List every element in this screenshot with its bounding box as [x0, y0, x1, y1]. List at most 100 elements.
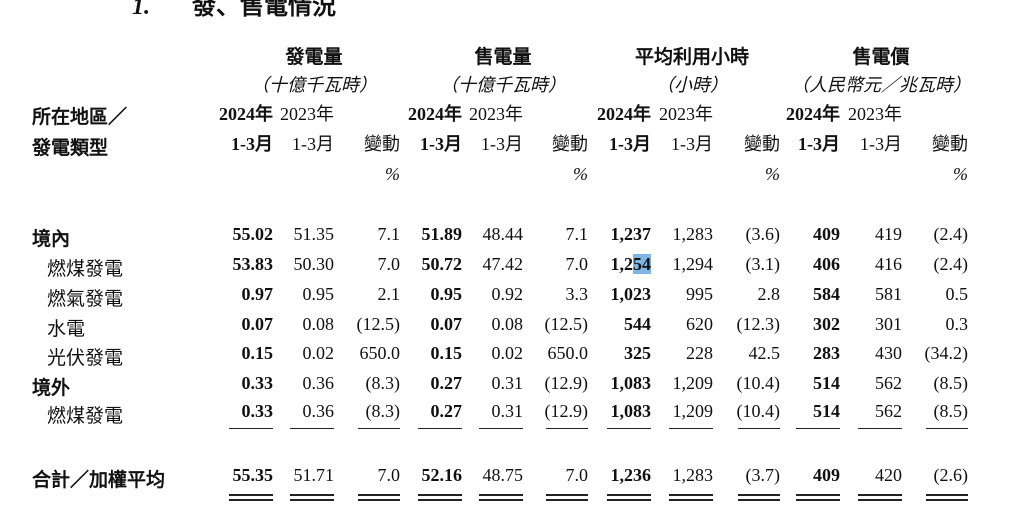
- table-cell: 2.1: [377, 284, 401, 304]
- column-group-unit: （十億千瓦時）: [440, 75, 566, 95]
- table-cell: (3.6): [745, 224, 781, 244]
- table-cell: 0.31: [491, 401, 524, 421]
- table-cell: 514: [813, 401, 840, 421]
- table-cell: 51.35: [293, 224, 335, 244]
- subtotal-rule: [358, 428, 400, 429]
- table-cell: 55.02: [232, 224, 274, 244]
- row-header-line2: 發電類型: [32, 138, 109, 159]
- table-cell: 0.08: [302, 314, 335, 334]
- subheader-prior-period: 1-3月: [292, 134, 334, 154]
- table-cell: 7.1: [377, 224, 401, 244]
- table-cell: 0.92: [491, 284, 524, 304]
- table-cell: 419: [875, 224, 902, 244]
- table-cell: 584: [813, 284, 840, 304]
- table-cell: 0.15: [241, 343, 274, 363]
- table-cell: 3.3: [565, 284, 589, 304]
- table-cell: 409: [813, 224, 840, 244]
- subtotal-rule: [796, 428, 840, 429]
- text-selection-highlight: 54: [633, 254, 651, 274]
- section-title: 1. 發、售電情況: [132, 0, 336, 21]
- table-cell-total: (3.7): [745, 465, 781, 485]
- subheader-current-period: 1-3月: [231, 134, 273, 154]
- table-cell: 416: [875, 254, 902, 274]
- row-label-sub: 水電: [47, 319, 86, 340]
- table-cell: (12.5): [544, 314, 589, 334]
- table-cell: (12.9): [544, 401, 589, 421]
- column-group-title: 售電價: [852, 47, 910, 68]
- table-cell: 544: [624, 314, 651, 334]
- subheader-change-unit: %: [573, 164, 588, 184]
- table-cell: 50.30: [293, 254, 335, 274]
- total-double-rule: [479, 494, 523, 501]
- subheader-change-unit: %: [765, 164, 780, 184]
- subheader-current-period: 1-3月: [798, 134, 840, 154]
- subheader-change: 變動: [552, 134, 588, 154]
- table-cell: 325: [624, 343, 651, 363]
- table-cell: 47.42: [482, 254, 524, 274]
- table-cell: 0.07: [430, 314, 463, 334]
- total-double-rule: [229, 494, 273, 501]
- subheader-change-unit: %: [953, 164, 968, 184]
- subtotal-rule: [607, 428, 651, 429]
- column-group-title: 售電量: [474, 47, 532, 68]
- table-cell: 0.5: [945, 284, 969, 304]
- table-cell-total: 7.0: [377, 465, 401, 485]
- row-label-sub: 燃煤發電: [47, 259, 124, 280]
- table-cell: 1,283: [672, 224, 714, 244]
- subheader-current-year: 2024年: [408, 104, 462, 124]
- subtotal-rule: [546, 428, 588, 429]
- subheader-prior-period: 1-3月: [860, 134, 902, 154]
- subtotal-rule: [418, 428, 462, 429]
- subheader-prior-year: 2023年: [469, 104, 523, 124]
- subheader-current-period: 1-3月: [609, 134, 651, 154]
- table-cell: 995: [686, 284, 713, 304]
- row-label-total: 合計／加權平均: [32, 470, 166, 491]
- row-label-sub: 光伏發電: [47, 348, 124, 369]
- table-cell: 650.0: [547, 343, 589, 363]
- table-cell: (10.4): [736, 373, 781, 393]
- subheader-prior-period: 1-3月: [671, 134, 713, 154]
- table-cell: 0.33: [241, 373, 274, 393]
- table-cell: 2.8: [757, 284, 781, 304]
- table-cell: 0.36: [302, 401, 335, 421]
- section-number: 1.: [132, 0, 150, 20]
- table-cell: 0.31: [491, 373, 524, 393]
- subheader-change: 變動: [364, 134, 400, 154]
- table-cell: 50.72: [421, 254, 463, 274]
- total-double-rule: [418, 494, 462, 501]
- subheader-prior-year: 2023年: [848, 104, 902, 124]
- table-cell: (3.1): [745, 254, 781, 274]
- table-cell: 7.1: [565, 224, 589, 244]
- subtotal-rule: [479, 428, 523, 429]
- table-cell: 1,209: [672, 401, 714, 421]
- table-cell-total: 1,236: [610, 465, 652, 485]
- table-cell: 514: [813, 373, 840, 393]
- total-double-rule: [358, 494, 400, 501]
- table-cell: (2.4): [933, 254, 969, 274]
- table-cell-total: 52.16: [421, 465, 463, 485]
- table-cell: 1,254: [610, 254, 651, 274]
- table-cell: 0.07: [241, 314, 274, 334]
- total-double-rule: [796, 494, 840, 501]
- table-cell: 283: [813, 343, 840, 363]
- table-cell: 1,083: [610, 401, 652, 421]
- column-group-title: 發電量: [285, 47, 343, 68]
- subtotal-rule: [229, 428, 273, 429]
- table-cell: (34.2): [924, 343, 969, 363]
- subheader-change: 變動: [744, 134, 780, 154]
- table-cell-total: 51.71: [293, 465, 335, 485]
- subheader-change-unit: %: [385, 164, 400, 184]
- table-cell-total: 55.35: [232, 465, 274, 485]
- row-label-sub: 燃氣發電: [47, 289, 124, 310]
- subheader-current-year: 2024年: [786, 104, 840, 124]
- table-cell: (12.3): [736, 314, 781, 334]
- table-cell: (2.4): [933, 224, 969, 244]
- table-cell: 0.95: [430, 284, 463, 304]
- total-double-rule: [290, 494, 334, 501]
- total-double-rule: [858, 494, 902, 501]
- table-cell: 0.36: [302, 373, 335, 393]
- table-cell-total: 1,283: [672, 465, 714, 485]
- table-cell: 7.0: [377, 254, 401, 274]
- table-cell: 228: [686, 343, 713, 363]
- table-cell: 42.5: [748, 343, 781, 363]
